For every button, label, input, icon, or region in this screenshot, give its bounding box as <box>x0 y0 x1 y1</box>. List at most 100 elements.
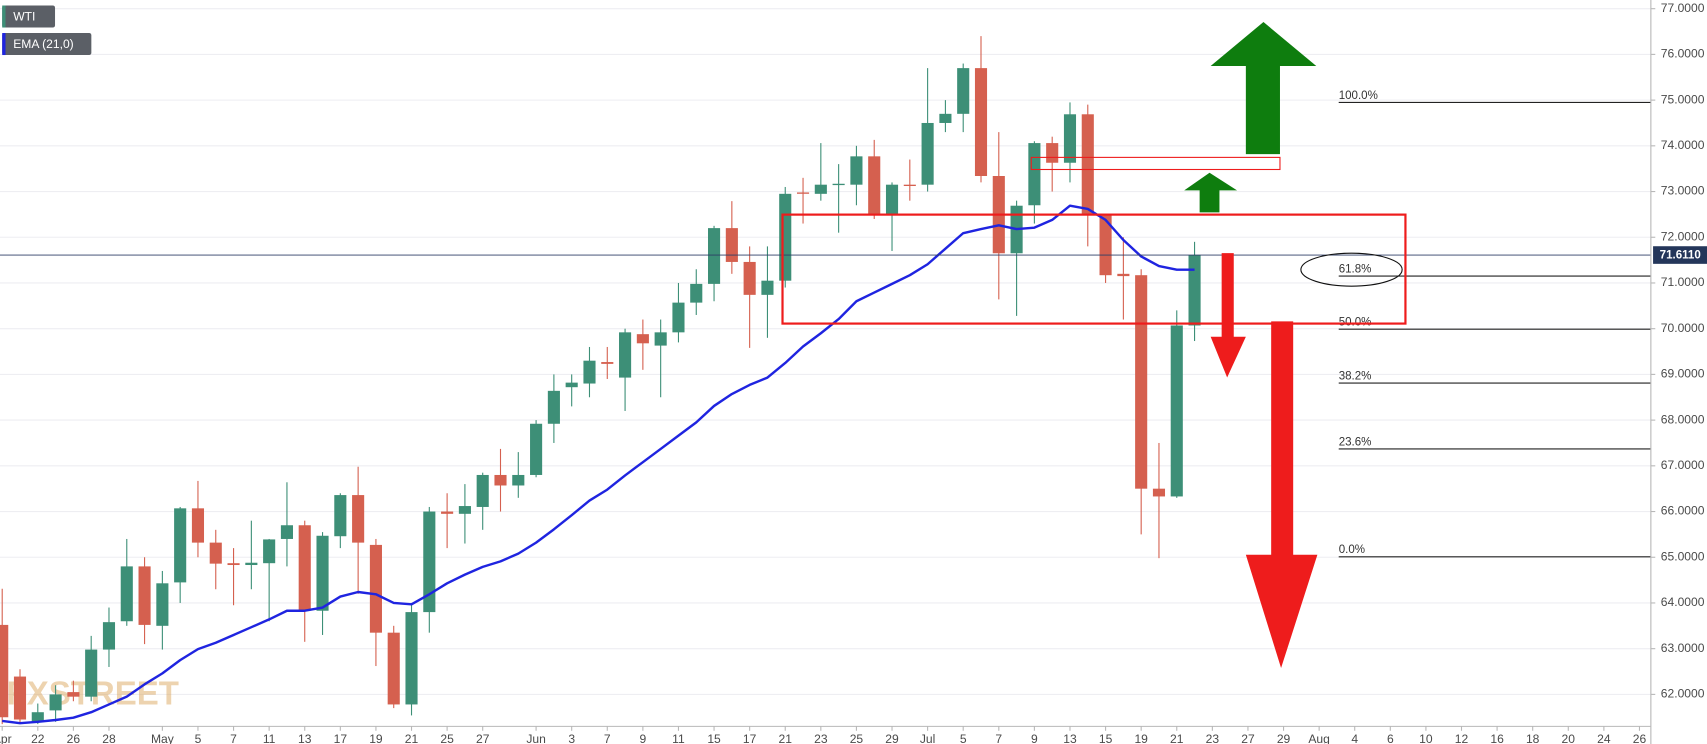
x-tick-label: 21 <box>405 732 419 744</box>
resistance-box <box>781 213 1407 325</box>
candle-body <box>601 362 614 364</box>
y-tick-label: 71.0000 <box>1661 275 1705 289</box>
x-tick-label: 17 <box>334 732 348 744</box>
annotations <box>781 22 1407 669</box>
candle-body <box>298 525 311 611</box>
candle-body <box>174 508 187 583</box>
x-tick-label: 16 <box>1490 732 1504 744</box>
candle-body <box>868 156 881 215</box>
x-tick-label: 18 <box>1526 732 1540 744</box>
candle-body <box>458 506 471 514</box>
up-arrow-large <box>1210 22 1317 155</box>
x-tick-label: 5 <box>960 732 967 744</box>
candle-body <box>885 184 899 215</box>
last-price-label: 71.6110 <box>1660 250 1701 262</box>
x-tick-label: 26 <box>1633 732 1647 744</box>
candle-body <box>245 562 258 566</box>
down-arrow-large <box>1245 321 1318 669</box>
x-tick-label: 25 <box>850 732 864 744</box>
x-tick-label: Jul <box>920 732 935 744</box>
x-tick-label: 21 <box>1170 732 1184 744</box>
x-tick-label: 24 <box>1597 732 1611 744</box>
x-tick-label: 15 <box>707 732 721 744</box>
candle-body <box>369 544 382 633</box>
x-tick-label: Aug <box>1308 732 1330 744</box>
x-tick-label: 11 <box>263 732 276 744</box>
candle-body <box>672 302 685 333</box>
candle-body <box>441 511 454 514</box>
x-tick-label: 23 <box>814 732 828 744</box>
candle-body <box>316 535 329 611</box>
y-tick-label: 64.0000 <box>1661 595 1705 609</box>
candle-body <box>191 508 205 543</box>
y-tick-label: 65.0000 <box>1661 549 1705 563</box>
x-tick-label: May <box>151 732 175 744</box>
y-tick-label: 74.0000 <box>1661 138 1705 152</box>
y-tick-label: 69.0000 <box>1661 367 1705 381</box>
candle-body <box>921 122 934 185</box>
legend-box <box>2 33 92 56</box>
candle-body <box>1188 255 1201 326</box>
y-tick-label: 63.0000 <box>1661 641 1705 655</box>
x-tick-label: 13 <box>1063 732 1077 744</box>
x-tick-label: 27 <box>476 732 490 744</box>
candle-body <box>814 184 827 194</box>
y-tick-label: 72.0000 <box>1661 229 1705 243</box>
up-arrow-small <box>1184 172 1238 213</box>
legend-swatch <box>2 5 6 28</box>
x-tick-label: 19 <box>369 732 383 744</box>
y-tick-label: 70.0000 <box>1661 321 1705 335</box>
candle-body <box>476 474 489 507</box>
last-price-box <box>1653 246 1707 264</box>
x-tick-label: 26 <box>67 732 81 744</box>
candle-body <box>832 183 845 186</box>
y-tick-label: 66.0000 <box>1661 504 1705 518</box>
x-tick-label: 15 <box>1099 732 1113 744</box>
x-tick-label: 4 <box>1351 732 1358 744</box>
candle-body <box>1170 325 1183 497</box>
x-tick-label: 29 <box>885 732 899 744</box>
candle-body <box>654 332 667 346</box>
candle-body <box>512 474 525 486</box>
candle-body <box>708 228 721 284</box>
x-tick-label: 29 <box>1277 732 1291 744</box>
y-tick-label: 76.0000 <box>1661 47 1705 61</box>
candle-body <box>67 692 80 697</box>
candle-body <box>583 360 596 384</box>
x-tick-label: 11 <box>672 732 685 744</box>
x-tick-label: 7 <box>230 732 237 744</box>
x-tick-label: 25 <box>440 732 454 744</box>
x-tick-label: 20 <box>1562 732 1576 744</box>
candle-body <box>0 624 9 718</box>
candle-body <box>565 382 578 388</box>
legend-label: WTI <box>13 9 35 23</box>
legend-label: EMA (21,0) <box>13 37 74 51</box>
fib-label: 38.2% <box>1339 371 1372 383</box>
fib-label: 61.8% <box>1339 264 1372 276</box>
x-tick-label: 6 <box>1387 732 1394 744</box>
y-tick-label: 68.0000 <box>1661 412 1705 426</box>
candle-body <box>690 283 703 303</box>
candle-body <box>547 390 560 424</box>
legend-swatch <box>2 33 6 56</box>
candle-body <box>1063 114 1077 163</box>
candle-body <box>49 694 62 711</box>
ema-line <box>2 204 1195 725</box>
legend-box <box>2 5 56 28</box>
resistance-zone <box>1030 156 1281 171</box>
candle-body <box>85 649 98 697</box>
candle-body <box>138 566 151 625</box>
legend: WTI EMA (21,0) <box>2 5 92 56</box>
candle-body <box>31 712 44 722</box>
candle-body <box>156 583 169 626</box>
grid <box>0 8 1651 695</box>
y-tick-label: 77.0000 <box>1661 1 1705 15</box>
candle-body <box>280 525 293 539</box>
x-tick-label: 27 <box>1241 732 1255 744</box>
candle-body <box>903 184 916 187</box>
candle-body <box>1152 488 1166 497</box>
candle-body <box>405 612 418 705</box>
candle-body <box>530 423 543 475</box>
